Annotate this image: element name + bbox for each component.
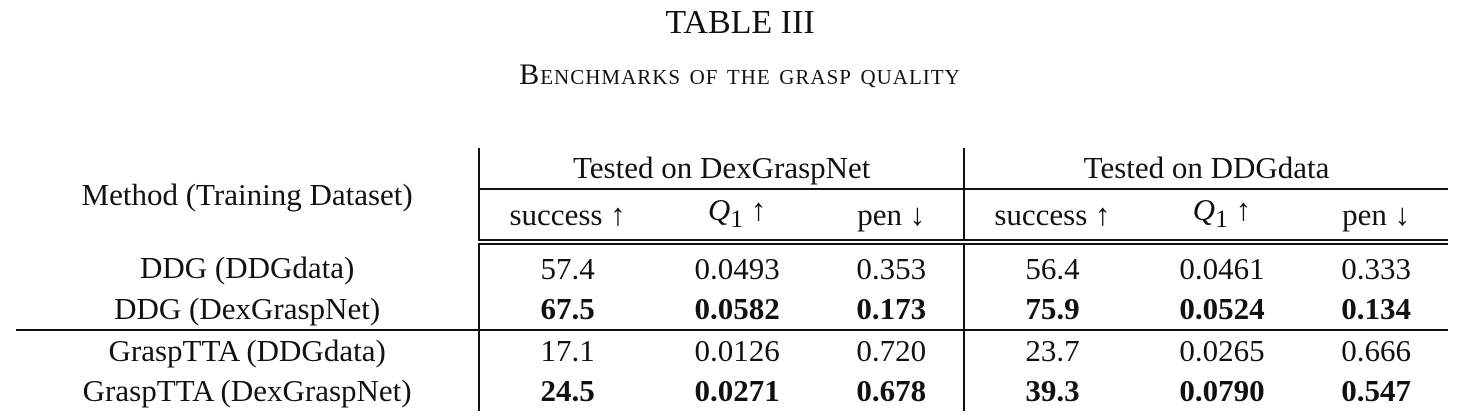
q1-arrow: ↑ [743,192,767,227]
value-cell-d-pen: 0.353 [819,242,966,290]
table-number: TABLE III [665,4,815,41]
q1-header: Q1 ↑ [654,189,820,246]
value-cell-g-q1: 0.0524 [1179,291,1265,327]
value-cell-g-pen: 0.134 [1341,291,1411,327]
method-cell: GraspTTA (DexGraspNet) [16,371,481,412]
value-cell-d-success: 57.4 [540,251,595,287]
value-cell-g-q1: 0.0461 [1179,251,1265,287]
benchmark-table: Method (Training Dataset) Tested on DexG… [16,148,1448,412]
q1-arrow: ↑ [1227,192,1252,227]
value-cell-d-q1: 0.0271 [694,373,780,409]
table-row: GraspTTA (DDGdata) 17.1 0.0126 0.720 23.7 0.0… [16,329,1448,372]
value-cell-d-q1: 0.0582 [694,291,780,327]
group-header-dexgraspnet: Tested on DexGraspNet [479,148,966,190]
table-row: GraspTTA (DexGraspNet) 24.5 0.0271 0.678 39.… [16,371,1448,412]
value-cell-g-pen: 0.333 [1341,251,1411,287]
header-row-groups: Method (Training Dataset) Tested on DexG… [16,148,1448,243]
method-cell: DDG (DexGraspNet) [16,289,481,331]
q1-subscript: 1 [730,204,744,234]
q1-header: Q1 ↑ [1139,189,1305,246]
value-cell-d-pen: 0.678 [819,371,966,412]
pen-header: pen ↓ [819,189,966,246]
q1-subscript: 1 [1215,204,1228,234]
success-header: success ↑ [964,189,1140,246]
pen-header: pen ↓ [1304,189,1448,246]
table-body: DDG (DDGdata) 57.4 0.0493 0.353 56.4 0.0461 0.… [16,242,1448,412]
group-header-ddgdata: Tested on DDGdata [964,148,1448,190]
value-cell-g-success: 75.9 [1025,291,1080,327]
value-cell-d-success: 67.5 [540,291,595,327]
value-cell-g-q1: 0.0790 [1179,373,1265,409]
success-header: success ↑ [479,189,655,246]
header-row-metrics: success ↑ Q1 ↑ pen ↓ success ↑ Q1 ↑ pen … [16,189,1448,246]
table-row: DDG (DexGraspNet) 67.5 0.0582 0.173 75.9 0.05… [16,289,1448,331]
q1-symbol: Q [707,192,731,227]
value-cell-g-q1: 0.0265 [1139,329,1305,372]
value-cell-d-q1: 0.0493 [694,251,780,287]
q1-symbol: Q [1192,192,1216,227]
method-cell: DDG (DDGdata) [16,242,481,290]
value-cell-d-pen: 0.720 [819,329,966,372]
value-cell-g-success: 56.4 [1025,251,1080,287]
value-cell-d-success: 17.1 [479,329,655,372]
value-cell-g-success: 23.7 [964,329,1140,372]
table-title: Benchmarks of the grasp quality [519,58,961,91]
value-cell-d-pen: 0.173 [819,289,966,331]
value-cell-g-pen: 0.547 [1341,373,1411,409]
value-cell-g-pen: 0.666 [1304,329,1448,372]
table-row: DDG (DDGdata) 57.4 0.0493 0.353 56.4 0.0461 0.… [16,242,1448,290]
value-cell-d-success: 24.5 [540,373,595,409]
method-cell: GraspTTA (DDGdata) [16,329,481,372]
method-header: Method (Training Dataset) [16,148,481,243]
value-cell-d-q1: 0.0126 [654,329,820,372]
value-cell-g-success: 39.3 [1025,373,1080,409]
